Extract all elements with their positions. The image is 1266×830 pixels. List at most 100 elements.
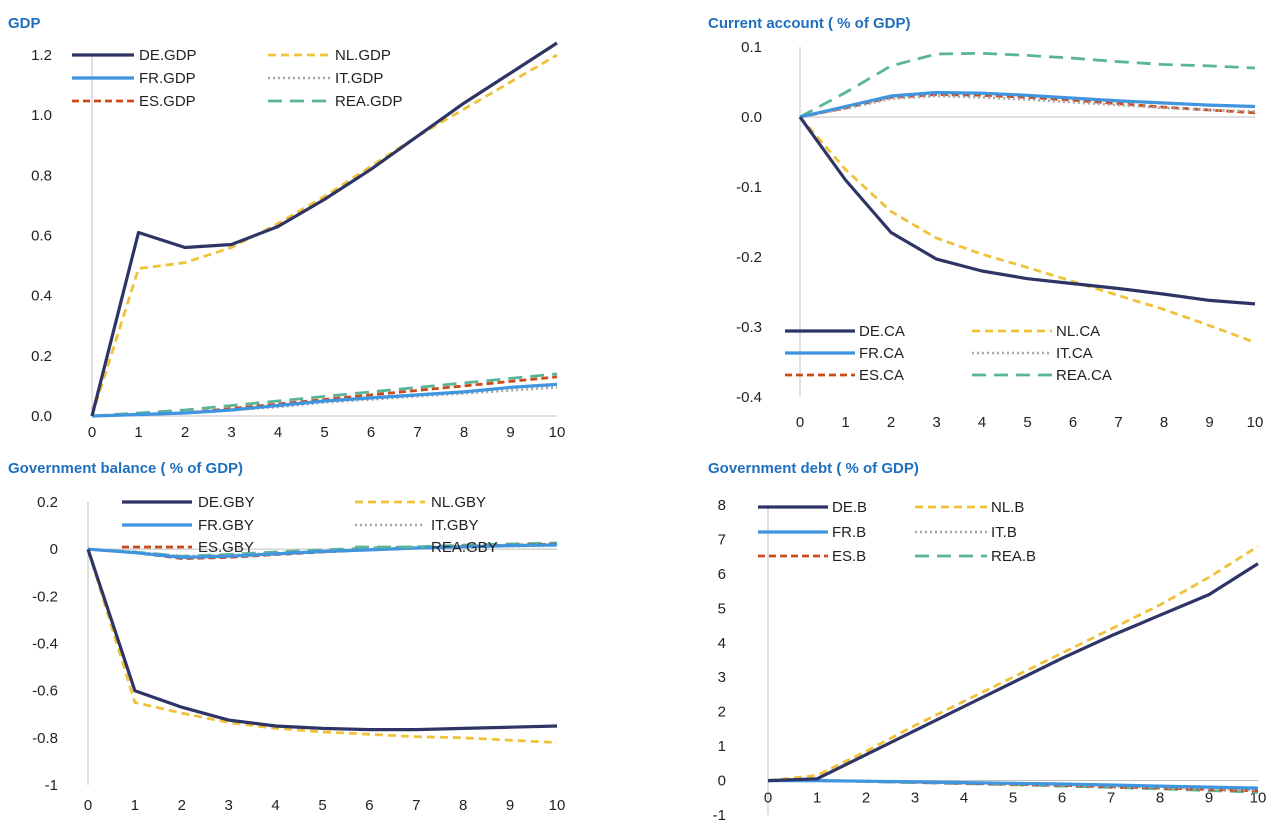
gdp-ytick-label: 1.0 [31,107,52,124]
current-account-xtick-label: 2 [887,414,895,431]
gdp-ytick-label: 0.2 [31,348,52,365]
gdp-xtick-label: 7 [413,424,421,441]
government-debt-xtick-label: 6 [1058,790,1066,807]
government-balance-ytick-label: 0 [50,541,58,558]
gdp-series-de-gdp [90,41,558,417]
current-account-legend-label: DE.CA [859,323,905,340]
government-debt-ytick-label: 8 [718,497,726,514]
current-account-xtick-label: 9 [1205,414,1213,431]
current-account-xtick-label: 0 [796,414,804,431]
government-debt-legend-label: DE.B [832,499,867,516]
government-balance-xtick-label: 4 [271,797,279,814]
gdp-legend-label: DE.GDP [139,47,197,64]
government-balance-xtick-label: 9 [506,797,514,814]
government-debt-legend-label: NL.B [991,499,1024,516]
gdp-xtick-label: 0 [88,424,96,441]
government-balance-series-de-gby [86,548,558,732]
government-debt-xtick-label: 1 [813,790,821,807]
current-account-legend-label: IT.CA [1056,345,1093,362]
gdp-xtick-label: 2 [181,424,189,441]
government-debt-ytick-label: 3 [718,669,726,686]
current-account-xtick-label: 6 [1069,414,1077,431]
chart-current-account: -0.4 -0.3 -0.2 -0.1 0.0 0.1 0 1 2 3 4 5 6 7 8 9 10 DE.CA N… [736,39,1263,431]
government-debt-xtick-label: 3 [911,790,919,807]
government-debt-xtick-label: 8 [1156,790,1164,807]
government-debt-legend-label: ES.B [832,548,866,565]
government-debt-xtick-label: 0 [764,790,772,807]
chart-government-debt: -1 0 1 2 3 4 5 6 7 8 0 1 2 3 4 5 6 7 8 9 10 DE.B NL.B FR.B IT.B E… [713,497,1266,824]
gdp-ytick-label: 0.8 [31,167,52,184]
government-balance-legend-label: NL.GBY [431,494,486,511]
gdp-xtick-label: 10 [549,424,566,441]
current-account-xtick-label: 4 [978,414,986,431]
government-balance-xtick-label: 8 [459,797,467,814]
government-debt-xtick-label: 9 [1205,790,1213,807]
current-account-series-es-ca [799,93,1256,119]
current-account-ytick-label: -0.3 [736,319,762,336]
gdp-ytick-label: 0.0 [31,408,52,425]
gdp-xtick-label: 4 [274,424,282,441]
current-account-series-fr-ca [799,90,1256,119]
gdp-xtick-label: 1 [134,424,142,441]
panel-title-government-balance: Government balance ( % of GDP) [8,460,244,477]
government-debt-series-nl-b [767,545,1259,782]
current-account-xtick-label: 7 [1114,414,1122,431]
chart-government-balance: -1 -0.8 -0.6 -0.4 -0.2 0 0.2 0 1 2 3 4 5 6 7 8 9 10 DE.GBY… [32,494,566,814]
government-debt-ytick-label: 0 [718,773,726,790]
government-debt-ytick-label: 5 [718,600,726,617]
government-balance-xtick-label: 2 [178,797,186,814]
current-account-series-nl-ca [798,116,1256,344]
government-debt-ytick-label: 4 [718,635,726,652]
current-account-ytick-label: 0.1 [741,39,762,56]
gdp-legend-label: IT.GDP [335,70,383,87]
current-account-xtick-label: 1 [841,414,849,431]
gdp-xtick-label: 6 [367,424,375,441]
government-balance-xtick-label: 10 [549,797,566,814]
current-account-legend-label: REA.CA [1056,367,1112,384]
government-balance-xtick-label: 0 [84,797,92,814]
government-debt-ytick-label: 2 [718,704,726,721]
gdp-ytick-label: 0.6 [31,228,52,245]
chart-gdp: 0.0 0.2 0.4 0.6 0.8 1.0 1.2 0 1 2 3 4 5 6 7 8 9 10 DE.GDP N… [31,41,566,441]
gdp-series-fr-gdp [91,382,558,418]
government-balance-legend-label: ES.GBY [198,539,254,556]
government-balance-xtick-label: 5 [318,797,326,814]
government-balance-ytick-label: -0.4 [32,636,58,653]
government-debt-xtick-label: 10 [1250,790,1266,807]
current-account-legend-label: FR.CA [859,345,904,362]
gdp-xtick-label: 9 [506,424,514,441]
government-balance-legend-label: FR.GBY [198,517,254,534]
gdp-xtick-label: 5 [320,424,328,441]
gdp-xtick-label: 8 [460,424,468,441]
panel-title-gdp: GDP [8,15,41,32]
gdp-legend-label: NL.GDP [335,47,391,64]
panel-title-government-debt: Government debt ( % of GDP) [708,460,919,477]
gdp-series-nl-gdp [90,53,558,417]
government-debt-xtick-label: 2 [862,790,870,807]
gdp-xtick-label: 3 [227,424,235,441]
government-debt-ytick-label: 6 [718,566,726,583]
gdp-legend-label: FR.GDP [139,70,196,87]
government-balance-ytick-label: -0.8 [32,730,58,747]
government-debt-xtick-label: 5 [1009,790,1017,807]
government-balance-ytick-label: 0.2 [37,494,58,511]
government-debt-legend-label: FR.B [832,524,866,541]
government-balance-series-fr-gby [87,543,558,560]
current-account-ytick-label: 0.0 [741,109,762,126]
current-account-legend-label: NL.CA [1056,323,1100,340]
government-debt-ytick-label: -1 [713,807,726,824]
government-debt-legend-label: REA.B [991,548,1036,565]
current-account-ytick-label: -0.1 [736,179,762,196]
government-debt-xtick-label: 4 [960,790,968,807]
gdp-legend-label: REA.GDP [335,93,403,110]
current-account-ytick-label: -0.2 [736,249,762,266]
gdp-legend-label: ES.GDP [139,93,196,110]
government-balance-legend-label: IT.GBY [431,517,479,534]
panel-title-current-account: Current account ( % of GDP) [708,15,911,32]
government-balance-legend-label: REA.GBY [431,539,498,556]
government-debt-series-de-b [767,562,1259,783]
current-account-series-de-ca [798,116,1256,306]
government-debt-ytick-label: 7 [718,531,726,548]
government-debt-ytick-label: 1 [718,738,726,755]
government-balance-legend-label: DE.GBY [198,494,255,511]
